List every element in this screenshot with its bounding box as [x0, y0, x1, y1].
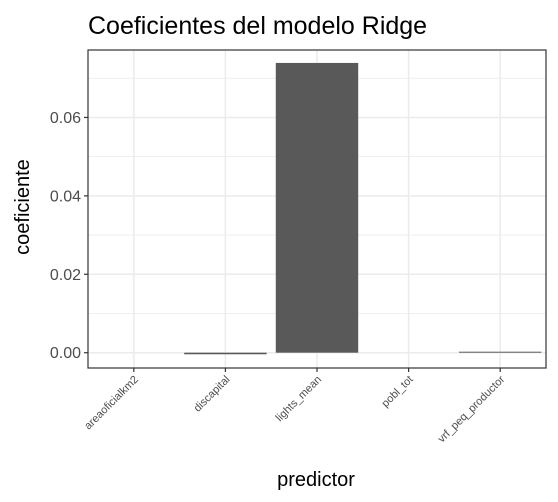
bars	[184, 62, 542, 355]
bar-discapital	[184, 352, 267, 355]
x-tick-label: vrf_peq_productor	[436, 373, 508, 445]
y-tick-label: 0.04	[50, 188, 81, 205]
x-axis: areaoficialkm2 discapital lights_mean pobl_…	[82, 368, 508, 445]
x-tick-label: lights_mean	[274, 374, 324, 424]
y-axis-label: coeficiente	[12, 159, 34, 255]
x-tick-label: discapital	[192, 374, 233, 415]
x-tick-label: areaoficialkm2	[82, 374, 141, 433]
y-axis: 0.00 0.02 0.04 0.06	[50, 110, 88, 362]
y-tick-label: 0.00	[50, 345, 81, 362]
x-tick-label: pobl_tot	[380, 374, 416, 410]
x-axis-label: predictor	[277, 469, 355, 491]
bar-lights_mean	[275, 62, 359, 353]
bar-vrf_peq_productor	[458, 351, 542, 353]
y-tick-label: 0.06	[50, 110, 81, 127]
y-tick-label: 0.02	[50, 267, 81, 284]
chart-title: Coeficientes del modelo Ridge	[88, 12, 427, 40]
